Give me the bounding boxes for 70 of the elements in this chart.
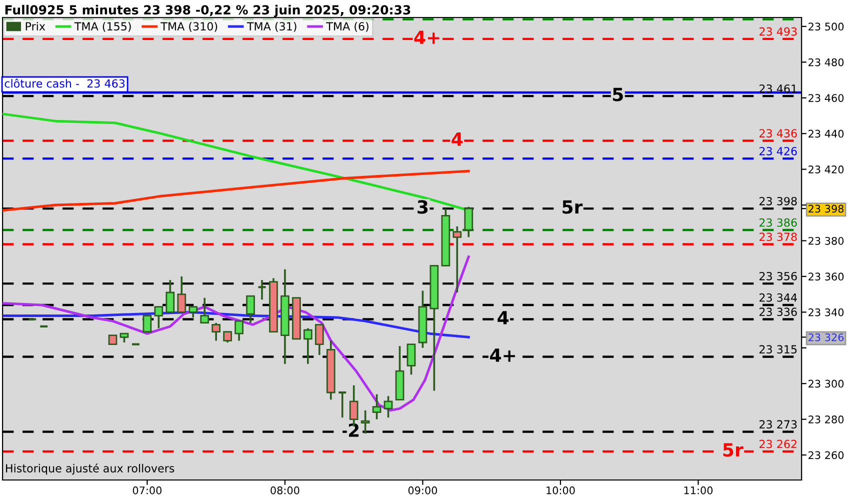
chart-title: Full0925 5 minutes 23 398 -0,22 % 23 juin 2025, 09:20:33 xyxy=(5,4,410,18)
candlestick xyxy=(314,324,324,356)
y-tick-label: 23 300 xyxy=(808,380,844,388)
candlestick xyxy=(257,279,267,301)
line-series xyxy=(2,170,470,212)
annotation: 5r xyxy=(562,200,583,214)
y-tick-label: 23 420 xyxy=(808,166,844,174)
ref-line-label: 23 273 xyxy=(759,420,797,429)
candlestick xyxy=(142,315,152,332)
x-tick-label: 10:00 xyxy=(546,486,575,494)
ref-line-label: 23 426 xyxy=(759,146,797,156)
legend-label: Prix xyxy=(26,22,46,30)
y-tick-label: 23 440 xyxy=(808,130,844,138)
candlestick xyxy=(166,279,175,314)
line-series xyxy=(2,256,470,412)
ref-line-label: 23 336 xyxy=(759,308,797,316)
candlestick xyxy=(177,276,186,314)
annotation: 3 xyxy=(418,200,428,214)
annotation: Historique ajusté aux rollovers xyxy=(6,463,174,475)
y-tick-label: 23 260 xyxy=(808,451,844,460)
ref-line-label: 23 493 xyxy=(759,27,797,36)
ref-line-label: 23 262 xyxy=(759,440,796,448)
candlestick xyxy=(246,295,255,324)
legend-label: TMA (31) xyxy=(246,22,296,32)
candlestick xyxy=(234,320,244,342)
ref-line-label: 23 344 xyxy=(759,293,797,302)
candlestick xyxy=(338,391,348,418)
ref-line-label: 23 315 xyxy=(759,345,797,354)
annotation: 2 xyxy=(348,423,359,437)
y-tick-label: 23 398 xyxy=(808,204,844,213)
y-tick-label: 23 326 xyxy=(808,333,844,342)
x-tick-label: 07:00 xyxy=(132,486,162,494)
candlestick xyxy=(384,395,393,418)
candlestick xyxy=(360,409,370,434)
ref-line-label: clôture cash - 23 463 xyxy=(4,78,125,88)
candlestick xyxy=(452,226,462,294)
annotation: 5r xyxy=(723,443,744,457)
candlestick xyxy=(223,330,232,344)
annotation: 4+ xyxy=(490,348,516,362)
y-tick-label: 23 360 xyxy=(808,272,844,281)
candlestick xyxy=(464,206,474,238)
annotation: 4+ xyxy=(414,30,440,44)
y-tick-label: 23 380 xyxy=(808,236,844,245)
annotation: 5 xyxy=(612,88,623,102)
y-tick-label: 23 280 xyxy=(808,416,844,424)
y-tick-label: 23 460 xyxy=(808,94,844,102)
x-tick-label: 09:00 xyxy=(408,486,438,494)
ref-line-label: 23 356 xyxy=(759,272,797,280)
candlestick xyxy=(212,322,220,342)
legend-label: TMA (6) xyxy=(326,22,368,32)
annotation: 4 xyxy=(498,311,509,324)
ref-line-label: 23 461 xyxy=(759,84,797,93)
y-tick-label: 23 500 xyxy=(808,22,844,31)
legend-label: TMA (310) xyxy=(160,22,218,32)
y-tick-label: 23 340 xyxy=(808,308,844,316)
candlestick xyxy=(303,327,312,365)
candlestick xyxy=(372,393,382,420)
x-tick-label: 11:00 xyxy=(684,486,713,494)
ref-line-label: 23 378 xyxy=(759,232,797,242)
legend-label: TMA (155) xyxy=(74,22,131,32)
annotation: 4 xyxy=(452,132,463,146)
candlestick xyxy=(200,296,210,324)
ref-line-label: 23 398 xyxy=(759,196,797,206)
ref-line-label: 23 436 xyxy=(759,129,797,138)
candlestick xyxy=(406,343,416,376)
x-tick-label: 08:00 xyxy=(270,486,300,494)
ref-line-label: 23 386 xyxy=(759,218,797,227)
candlestick xyxy=(188,306,198,318)
candlestick xyxy=(154,306,164,330)
y-tick-label: 23 480 xyxy=(808,58,844,66)
